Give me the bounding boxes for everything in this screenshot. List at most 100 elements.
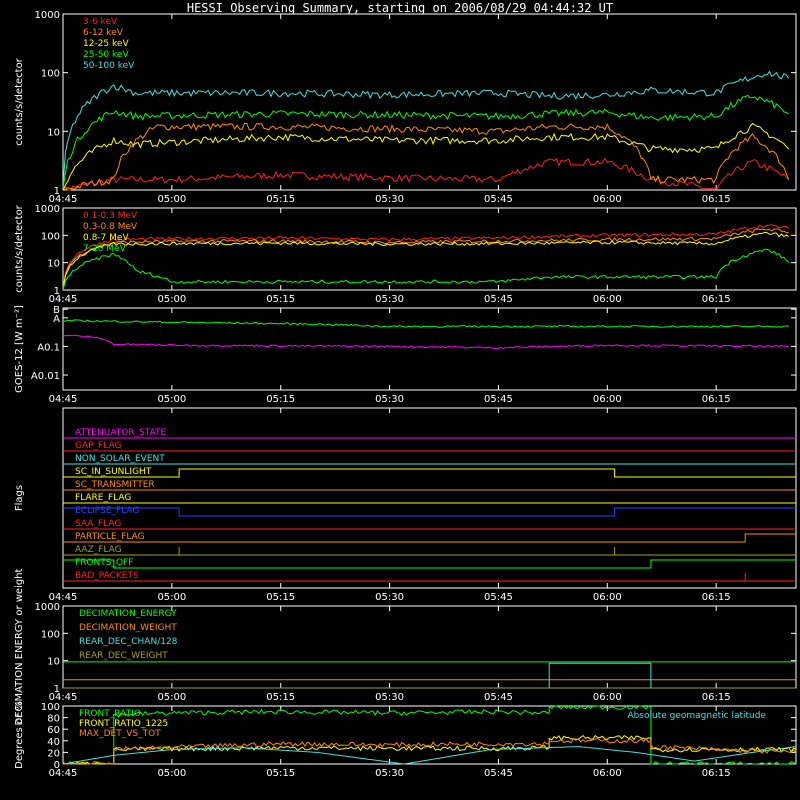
goes-xtick-label: 06:15 — [702, 394, 731, 405]
rates-high-xtick-label: 06:15 — [702, 294, 731, 305]
rates-low-series-3-6-kev — [62, 157, 790, 191]
flag-label: PARTICLE_FLAG — [75, 532, 145, 542]
ratios-series-max-det-vs-tot — [62, 737, 797, 765]
flag-label: BAD_PACKETS — [75, 571, 139, 581]
ratios-ytick-label: 0 — [54, 760, 60, 771]
flag-label: SAA_FLAG — [75, 519, 121, 529]
decimation-xtick-label: 04:45 — [49, 692, 78, 703]
flags-xtick-label: 05:45 — [484, 592, 513, 603]
rates-low-xtick-label: 04:45 — [49, 194, 78, 205]
goes-series-goes-long — [62, 319, 789, 328]
rates-high-ytick-label: 100 — [41, 231, 60, 242]
goes-xtick-label: 05:15 — [266, 394, 295, 405]
rates-low-series-25-50-kev — [62, 94, 789, 189]
flag-line-aaz-flag — [63, 547, 796, 556]
rates-high-xtick-label: 05:30 — [375, 294, 404, 305]
rates-high-series-0-1-0-3-mev — [62, 224, 790, 289]
ratios-ytick-label: 20 — [47, 748, 60, 759]
decimation-ylabel: DECIMATION ENERGY or weight — [14, 568, 25, 725]
rates-high-frame — [62, 207, 797, 291]
flag-label: SC_IN_SUNLIGHT — [75, 467, 152, 477]
decimation-xtick-label: 05:45 — [484, 692, 513, 703]
flag-label: ECLIPSE_FLAG — [75, 506, 139, 516]
flag-label: SC_TRANSMITTER — [75, 480, 155, 490]
latitude-annotation: Absolute geomagnetic latitude — [627, 711, 766, 721]
decimation-ytick-label: 1 — [54, 684, 60, 695]
rates-high-xtick-label: 04:45 — [49, 294, 78, 305]
rates-high-xtick-label: 05:00 — [157, 294, 186, 305]
goes-xtick-label: 04:45 — [49, 394, 78, 405]
rates-high-legend-entry: 0.8-7 MeV — [83, 233, 129, 243]
goes-series-goes-short — [62, 334, 789, 350]
ratios-ytick-label: 80 — [47, 714, 60, 725]
rates-low-ytick-label: 1 — [54, 186, 60, 197]
goes-ytick-label: A0.1 — [37, 342, 60, 353]
decimation-series-rear-dec-chan-128 — [63, 662, 796, 689]
ratios-xtick-label: 05:30 — [375, 768, 404, 779]
goes-ylabel: GOES-12 [W m⁻²] — [14, 305, 25, 393]
rates-low-series-6-12-kev — [62, 122, 790, 191]
rates-low-series-50-100-kev — [62, 70, 790, 188]
goes-xtick-label: 05:00 — [157, 394, 186, 405]
flag-line-sc-in-sunlight — [63, 468, 796, 478]
rates-low-xtick-label: 05:00 — [157, 194, 186, 205]
rates-low-ytick-label: 100 — [41, 69, 60, 80]
flag-line-eclipse-flag — [63, 507, 796, 517]
ratios-frame — [62, 705, 797, 765]
ratios-ytick-label: 40 — [47, 737, 60, 748]
rates-low-xtick-label: 05:15 — [266, 194, 295, 205]
flags-xtick-label: 06:15 — [702, 592, 731, 603]
goes-xtick-label: 05:30 — [375, 394, 404, 405]
flag-line-bad-packets — [63, 573, 796, 582]
flags-xtick-label: 05:00 — [157, 592, 186, 603]
ratios-legend-entry: FRONT_RATIO — [79, 709, 141, 719]
flag-line-fronts-off — [63, 559, 796, 569]
decimation-legend-entry: DECIMATION_WEIGHT — [79, 623, 177, 633]
rates-low-legend-entry: 25-50 keV — [83, 50, 129, 60]
rates-low-xtick-label: 05:30 — [375, 194, 404, 205]
flag-label: ATTENUATOR_STATE — [75, 428, 167, 438]
rates-low-ylabel: counts/s/detector — [14, 57, 25, 145]
decimation-xtick-label: 05:15 — [266, 692, 295, 703]
flag-label: GAP_FLAG — [75, 441, 121, 451]
decimation-legend-entry: REAR_DEC_CHAN/128 — [79, 637, 178, 647]
flags-xtick-label: 05:15 — [266, 592, 295, 603]
rates-low-xtick-label: 05:45 — [484, 194, 513, 205]
rates-high-series-7-20-mev — [62, 248, 790, 291]
ratios-ytick-label: 100 — [41, 702, 60, 713]
flags-xtick-label: 05:30 — [375, 592, 404, 603]
rates-high-ytick-label: 10 — [47, 259, 60, 270]
decimation-ytick-label: 10 — [47, 657, 60, 668]
rates-low-xtick-label: 06:00 — [593, 194, 622, 205]
flag-label: FRONTS_OFF — [75, 558, 133, 568]
rates-high-series-0-8-7-mev — [62, 231, 789, 291]
rates-high-legend-entry: 0.3-0.8 MeV — [83, 222, 138, 232]
rates-high-xtick-label: 06:00 — [593, 294, 622, 305]
ratios-legend-entry: MAX_DET_VS_TOT — [79, 729, 161, 739]
decimation-ytick-label: 100 — [41, 629, 60, 640]
flags-ylabel: Flags — [14, 485, 25, 511]
rates-low-frame — [62, 13, 797, 191]
rates-low-series-12-25-kev — [62, 122, 790, 191]
rates-low-ytick-label: 10 — [47, 127, 60, 138]
goes-ytick-label: A0.01 — [31, 371, 60, 382]
decimation-legend-entry: DECIMATION_ENERGY — [79, 609, 177, 619]
rates-low-xtick-label: 06:15 — [702, 194, 731, 205]
decimation-legend-entry: REAR_DEC_WEIGHT — [79, 651, 168, 661]
flags-xtick-label: 06:00 — [593, 592, 622, 603]
flag-label: AAZ_FLAG — [75, 545, 122, 555]
flag-label: FLARE_FLAG — [75, 493, 131, 503]
goes-xtick-label: 05:45 — [484, 394, 513, 405]
ratios-xtick-label: 06:00 — [593, 768, 622, 779]
flag-line-particle-flag — [63, 533, 796, 543]
ratios-series-front-ratio — [63, 704, 797, 765]
rates-low-legend-entry: 6-12 keV — [83, 28, 124, 38]
decimation-xtick-label: 06:15 — [702, 692, 731, 703]
ratios-xtick-label: 05:15 — [266, 768, 295, 779]
flags-frame — [62, 407, 797, 589]
rates-high-legend-entry: 7-20 MeV — [83, 244, 127, 254]
chart-title: HESSI Observing Summary, starting on 200… — [186, 1, 614, 15]
decimation-xtick-label: 06:00 — [593, 692, 622, 703]
goes-ytick-label: A — [53, 314, 60, 325]
rates-high-xtick-label: 05:15 — [266, 294, 295, 305]
